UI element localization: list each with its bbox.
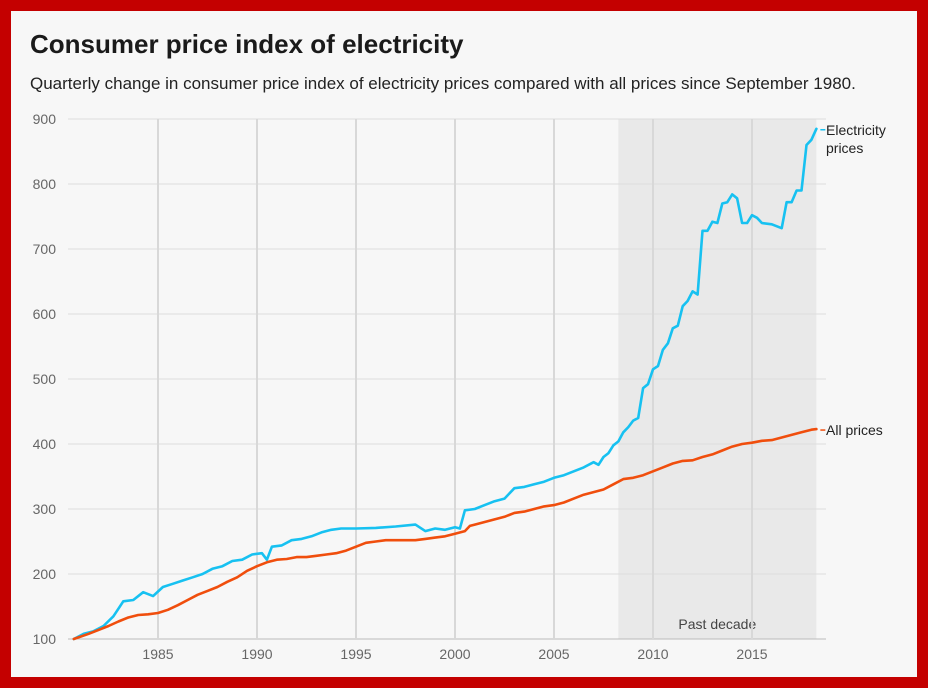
x-tick-label: 1990 [241,646,272,662]
y-tick-label: 900 [33,111,57,127]
x-tick-label: 2005 [538,646,569,662]
y-tick-label: 300 [33,501,57,517]
past-decade-label: Past decade [678,616,756,632]
all-prices-label: All prices [826,422,883,438]
chart-subtitle: Quarterly change in consumer price index… [30,74,856,93]
y-tick-label: 100 [33,631,57,647]
y-tick-label: 700 [33,241,57,257]
all-prices-line [72,427,818,641]
y-tick-label: 200 [33,566,57,582]
electricity-prices-label: prices [826,140,863,156]
y-tick-label: 400 [33,436,57,452]
x-tick-label: 1985 [142,646,173,662]
chart-title: Consumer price index of electricity [30,29,464,59]
x-tick-label: 1995 [340,646,371,662]
x-tick-label: 2015 [736,646,767,662]
electricity-prices-line [72,127,818,641]
x-tick-label: 2000 [439,646,470,662]
y-tick-label: 800 [33,176,57,192]
y-tick-label: 500 [33,371,57,387]
electricity-prices-label: Electricity [826,122,886,138]
x-tick-label: 2010 [637,646,668,662]
y-tick-label: 600 [33,306,57,322]
